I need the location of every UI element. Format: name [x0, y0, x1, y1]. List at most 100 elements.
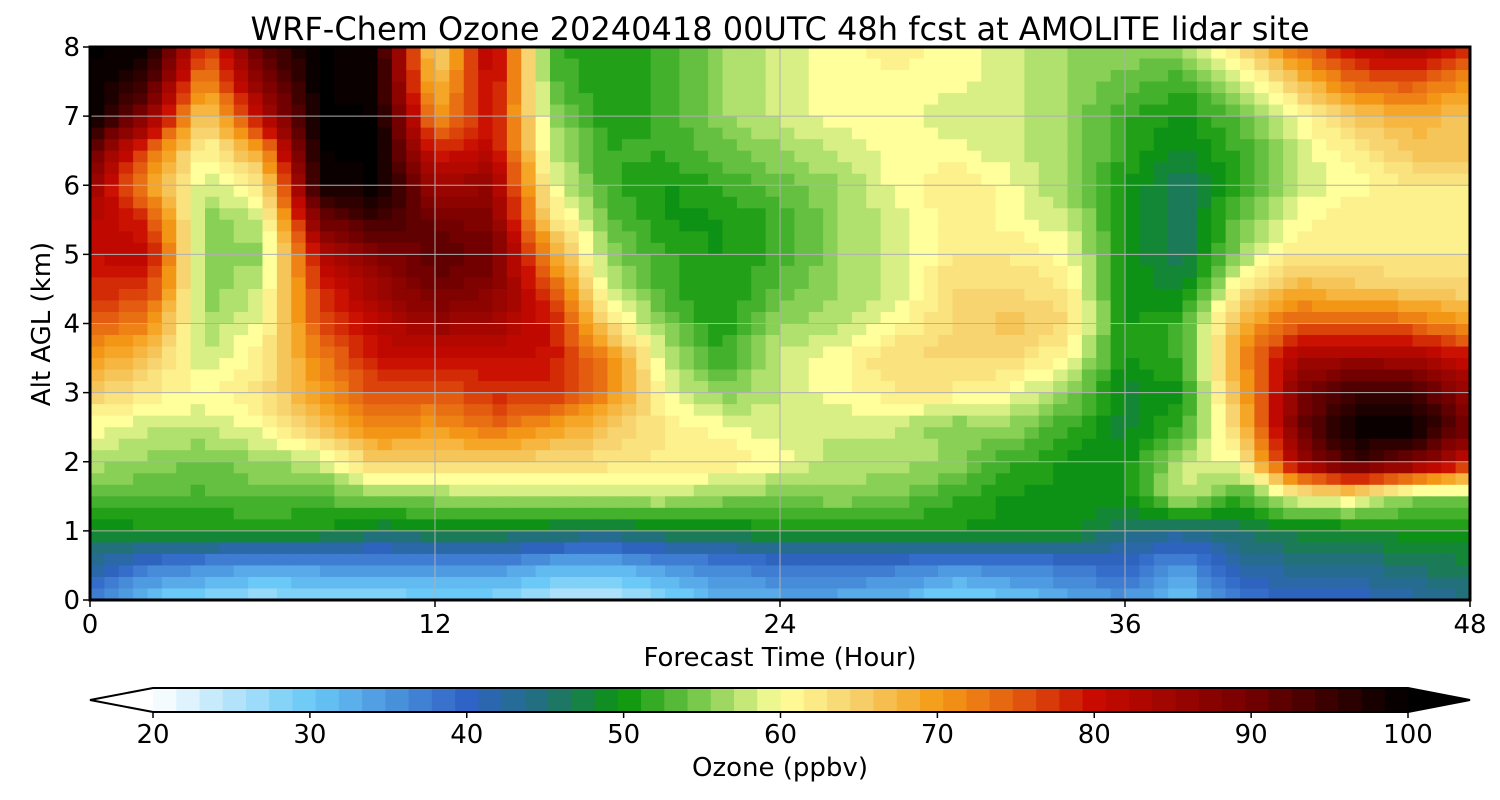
contour-cell — [808, 484, 824, 498]
contour-cell — [708, 323, 724, 336]
contour-cell — [320, 542, 336, 555]
contour-cell — [535, 323, 551, 336]
contour-cell — [1110, 369, 1126, 382]
contour-cell — [823, 185, 839, 198]
contour-cell — [808, 219, 824, 233]
contour-cell — [851, 81, 867, 94]
contour-cell — [420, 496, 436, 509]
contour-cell — [377, 93, 393, 106]
contour-cell — [578, 473, 594, 486]
colorbar-cell — [478, 688, 503, 712]
contour-cell — [1311, 565, 1327, 578]
contour-cell — [923, 70, 939, 83]
contour-cell — [305, 438, 321, 451]
contour-cell — [1441, 358, 1457, 371]
contour-cell — [248, 461, 264, 474]
contour-cell — [205, 323, 221, 336]
contour-cell — [550, 58, 566, 71]
contour-cell — [1153, 47, 1169, 60]
contour-cell — [981, 519, 997, 532]
contour-cell — [851, 542, 867, 555]
contour-cell — [1441, 196, 1457, 209]
contour-cell — [780, 127, 796, 140]
contour-cell — [593, 346, 609, 359]
contour-cell — [636, 323, 652, 336]
contour-cell — [435, 288, 451, 302]
contour-cell — [995, 461, 1011, 474]
contour-cell — [449, 461, 465, 474]
contour-cell — [377, 242, 393, 256]
contour-cell — [636, 484, 652, 498]
contour-cell — [578, 173, 594, 186]
contour-cell — [1383, 404, 1399, 417]
contour-cell — [765, 553, 781, 567]
contour-cell — [765, 196, 781, 209]
contour-cell — [851, 116, 867, 129]
contour-cell — [391, 358, 407, 371]
contour-cell — [851, 242, 867, 256]
contour-cell — [1153, 473, 1169, 486]
contour-cell — [492, 116, 508, 129]
contour-cell — [219, 242, 235, 256]
contour-cell — [377, 173, 393, 186]
contour-cell — [276, 116, 292, 129]
contour-cell — [90, 346, 106, 359]
contour-cell — [377, 335, 393, 348]
contour-cell — [506, 127, 522, 140]
contour-cell — [1412, 254, 1428, 267]
contour-cell — [205, 242, 221, 256]
contour-cell — [966, 93, 982, 106]
contour-cell — [1326, 381, 1342, 394]
contour-cell — [966, 277, 982, 290]
contour-cell — [506, 346, 522, 359]
contour-cell — [794, 254, 810, 267]
contour-cell — [1196, 542, 1212, 555]
contour-cell — [909, 369, 925, 382]
contour-cell — [880, 288, 896, 302]
contour-cell — [435, 300, 451, 313]
contour-cell — [966, 542, 982, 555]
contour-cell — [133, 196, 149, 209]
contour-cell — [593, 277, 609, 290]
contour-cell — [435, 461, 451, 474]
contour-cell — [1067, 346, 1083, 359]
contour-cell — [104, 162, 120, 175]
contour-cell — [1024, 323, 1040, 336]
contour-cell — [1355, 219, 1371, 233]
contour-cell — [406, 588, 422, 601]
contour-cell — [780, 70, 796, 83]
contour-cell — [981, 127, 997, 140]
contour-cell — [521, 404, 537, 417]
contour-cell — [1125, 392, 1141, 405]
contour-cell — [104, 70, 120, 83]
contour-cell — [909, 484, 925, 498]
contour-cell — [578, 588, 594, 601]
contour-cell — [320, 507, 336, 521]
contour-cell — [823, 242, 839, 256]
contour-cell — [621, 196, 637, 209]
contour-cell — [607, 254, 623, 267]
contour-cell — [363, 530, 379, 544]
contour-cell — [851, 139, 867, 152]
contour-cell — [1153, 542, 1169, 555]
contour-cell — [722, 553, 738, 567]
contour-cell — [823, 150, 839, 163]
contour-cell — [1254, 288, 1270, 302]
contour-cell — [1254, 219, 1270, 233]
contour-cell — [1240, 496, 1256, 509]
contour-cell — [578, 219, 594, 233]
colorbar-cell — [245, 688, 270, 712]
contour-cell — [780, 542, 796, 555]
contour-cell — [449, 323, 465, 336]
contour-cell — [880, 565, 896, 578]
contour-cell — [1240, 335, 1256, 348]
contour-cell — [1067, 450, 1083, 463]
contour-cell — [923, 415, 939, 428]
contour-cell — [305, 242, 321, 256]
contour-cell — [133, 58, 149, 71]
contour-cell — [1024, 58, 1040, 71]
contour-cell — [1412, 300, 1428, 313]
contour-cell — [1383, 104, 1399, 117]
contour-cell — [607, 519, 623, 532]
contour-cell — [952, 335, 968, 348]
